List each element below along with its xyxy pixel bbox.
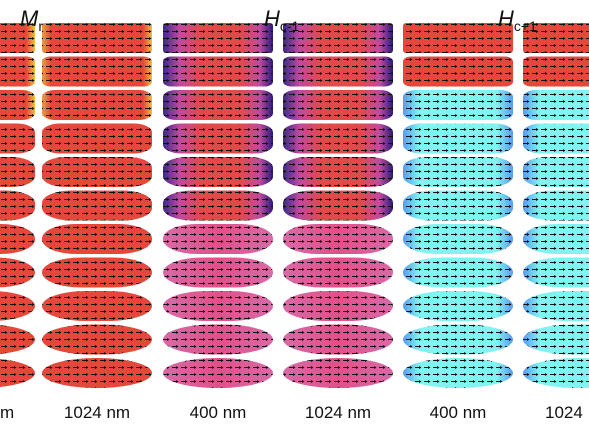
simulation-grid [0, 23, 589, 388]
arrow-field [403, 23, 513, 53]
arrow-field [403, 157, 513, 187]
arrow-field [403, 90, 513, 120]
arrow-field [523, 324, 589, 355]
arrow-field [0, 190, 35, 221]
arrow-field [42, 190, 152, 221]
arrow-field [163, 90, 273, 120]
arrow-field [403, 291, 513, 321]
arrow-field [163, 157, 273, 187]
arrow-field [403, 190, 513, 221]
arrow-field [523, 358, 589, 388]
arrow-field [0, 257, 35, 288]
arrow-field [283, 358, 393, 388]
arrow-field [163, 56, 273, 87]
arrow-field [523, 224, 589, 254]
arrow-field [403, 257, 513, 288]
arrow-field [163, 257, 273, 288]
column-label: m [0, 403, 14, 422]
arrow-field [42, 157, 152, 187]
arrow-field [283, 90, 393, 120]
arrow-field [163, 123, 273, 154]
arrow-field [42, 257, 152, 288]
arrow-field [163, 291, 273, 321]
arrow-field [42, 291, 152, 321]
arrow-field [0, 123, 35, 154]
arrow-field [403, 358, 513, 388]
arrow-field [403, 324, 513, 355]
arrow-field [163, 324, 273, 355]
arrow-field [283, 56, 393, 87]
arrow-field [42, 23, 152, 53]
header: Hc-1 [264, 6, 300, 34]
arrow-field [283, 23, 393, 53]
arrow-field [283, 123, 393, 154]
arrow-field [42, 224, 152, 254]
arrow-field [523, 291, 589, 321]
arrow-field [283, 190, 393, 221]
arrow-field [163, 224, 273, 254]
arrow-field [42, 123, 152, 154]
arrow-field [523, 257, 589, 288]
arrow-field [523, 123, 589, 154]
arrow-field [0, 224, 35, 254]
arrow-field [42, 56, 152, 87]
arrow-field [163, 23, 273, 53]
arrow-field [283, 157, 393, 187]
arrow-field [523, 56, 589, 87]
arrow-field [0, 56, 35, 87]
column-label: 1024 nm [305, 403, 371, 422]
arrow-field [0, 291, 35, 321]
column-label: 1024 nm [64, 403, 130, 422]
arrow-field [523, 23, 589, 53]
arrow-field [42, 358, 152, 388]
arrow-field [283, 324, 393, 355]
arrow-field [42, 90, 152, 120]
header: Mr [20, 6, 43, 34]
arrow-field [0, 359, 35, 387]
arrow-field [523, 157, 589, 187]
arrow-field [0, 90, 35, 120]
arrow-field [523, 90, 589, 120]
column-label: 400 nm [190, 403, 247, 422]
arrow-field [283, 291, 393, 321]
arrow-field [42, 324, 152, 355]
column-label: 400 nm [430, 403, 487, 422]
column-label: 1024 [545, 403, 583, 422]
arrow-field [403, 224, 513, 254]
arrow-field [0, 157, 35, 187]
arrow-field [163, 190, 273, 221]
header: Hc+1 [498, 6, 537, 34]
arrow-field [403, 123, 513, 154]
arrow-field [0, 325, 35, 354]
arrow-field [0, 23, 35, 53]
arrow-field [163, 358, 273, 388]
arrow-field [523, 190, 589, 221]
arrow-field [403, 56, 513, 87]
arrow-field [283, 257, 393, 288]
arrow-field [283, 224, 393, 254]
